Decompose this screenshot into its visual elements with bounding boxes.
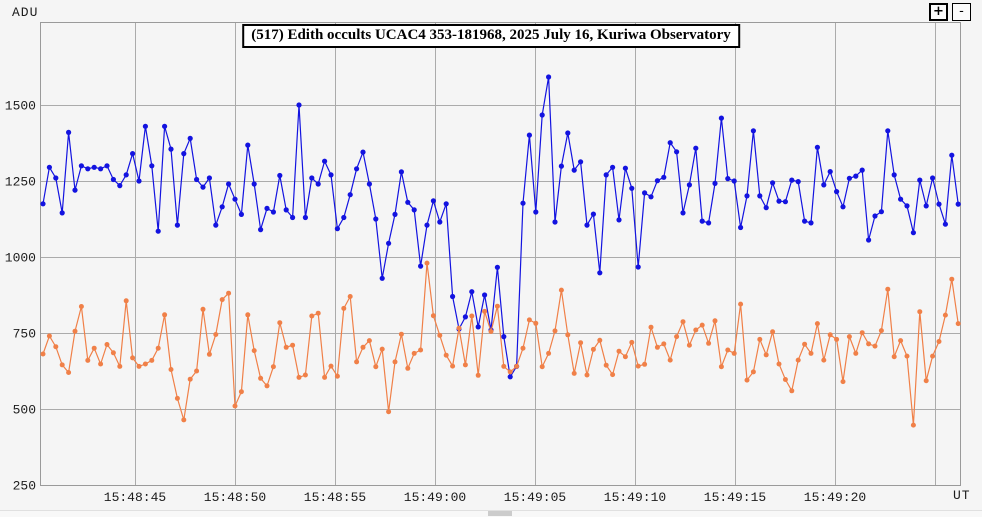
svg-text:1250: 1250 [5, 174, 36, 189]
target-star-occulted-series [40, 74, 961, 380]
svg-text:15:49:00: 15:49:00 [404, 490, 466, 505]
comparison-star-series [40, 260, 961, 428]
svg-text:15:49:15: 15:49:15 [704, 490, 766, 505]
svg-text:1000: 1000 [5, 250, 36, 265]
svg-text:15:49:10: 15:49:10 [604, 490, 666, 505]
svg-text:15:49:20: 15:49:20 [804, 490, 866, 505]
svg-text:15:48:50: 15:48:50 [204, 490, 266, 505]
x-axis-unit-label: UT [953, 488, 971, 503]
svg-text:250: 250 [13, 479, 36, 494]
scrollbar-thumb[interactable] [488, 511, 512, 516]
svg-text:500: 500 [13, 402, 36, 417]
svg-text:1500: 1500 [5, 98, 36, 113]
zoom-out-button[interactable]: - [952, 3, 971, 21]
chart-title: (517) Edith occults UCAC4 353-181968, 20… [242, 24, 740, 48]
svg-text:15:48:55: 15:48:55 [304, 490, 366, 505]
svg-text:15:49:05: 15:49:05 [504, 490, 566, 505]
plot-border [40, 22, 961, 486]
y-axis-tick-labels: 250 500 750 1000 1250 1500 [5, 98, 36, 493]
svg-text:750: 750 [13, 326, 36, 341]
gridlines [40, 22, 960, 485]
x-axis-tick-labels: 15:48:45 15:48:50 15:48:55 15:49:00 15:49:05… [104, 490, 866, 505]
y-axis-unit-label: ADU [12, 5, 39, 20]
svg-text:15:48:45: 15:48:45 [104, 490, 166, 505]
zoom-in-button[interactable]: + [929, 3, 948, 21]
zoom-controls: + - [929, 3, 971, 21]
horizontal-scrollbar[interactable] [0, 510, 982, 517]
